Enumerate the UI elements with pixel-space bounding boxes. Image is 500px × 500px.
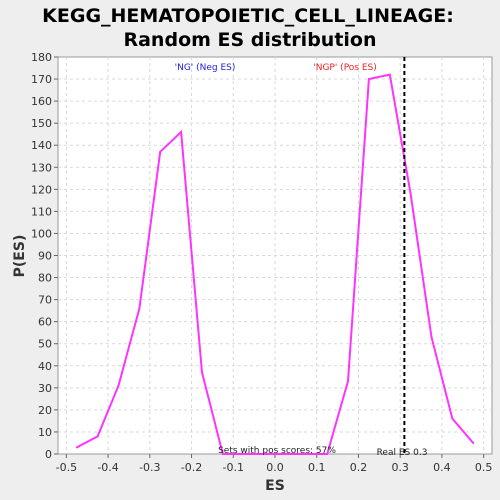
data-points (75, 73, 475, 455)
data-point (472, 441, 475, 444)
y-axis-ticks: 0 10 20 30 40 50 60 70 80 90 100 110 120 130 140 150 160… (31, 51, 58, 461)
x-tick-label: -0.3 (139, 461, 160, 474)
neg-es-label: 'NG' (Neg ES) (175, 63, 236, 73)
data-point (284, 453, 287, 455)
x-tick-label: -0.5 (56, 461, 77, 474)
y-tick-label: 20 (38, 404, 52, 417)
y-tick-label: 150 (31, 117, 52, 130)
real-es-annotation: Real ES 0.3 (377, 448, 428, 458)
chart-title-line-2: Random ES distribution (123, 29, 376, 51)
data-point (305, 453, 308, 455)
y-tick-label: 90 (38, 250, 52, 263)
gridlines (58, 57, 492, 454)
x-tick-label: -0.1 (223, 461, 244, 474)
pos-es-label: 'NGP' (Pos ES) (313, 63, 377, 73)
data-point (263, 453, 266, 455)
data-point (347, 380, 350, 383)
y-tick-label: 110 (31, 205, 52, 218)
x-tick-label: 0.1 (308, 461, 326, 474)
pos-scores-annotation: Sets with pos scores: 57% (218, 446, 336, 456)
y-tick-label: 170 (31, 73, 52, 86)
data-point (242, 453, 245, 455)
data-point (367, 78, 370, 81)
y-tick-label: 120 (31, 183, 52, 196)
x-axis-ticks: -0.5 -0.4 -0.3 -0.2 -0.1 0.0 0.1 0.2 0.3 0.4 0.5 (56, 454, 493, 474)
data-point (180, 130, 183, 133)
x-tick-label: 0.0 (266, 461, 284, 474)
y-tick-label: 130 (31, 161, 52, 174)
data-point (221, 453, 224, 455)
data-point (159, 150, 162, 153)
data-point (117, 384, 120, 387)
x-tick-label: 0.3 (391, 461, 409, 474)
data-point (409, 192, 412, 195)
data-point (430, 336, 433, 339)
data-point (75, 446, 78, 449)
x-tick-label: -0.2 (181, 461, 202, 474)
es-distribution-line (76, 73, 474, 455)
data-point (200, 371, 203, 374)
y-tick-label: 180 (31, 51, 52, 64)
data-point (138, 307, 141, 310)
x-axis-label: ES (265, 478, 285, 494)
x-tick-label: 0.2 (350, 461, 368, 474)
data-point (326, 453, 329, 455)
data-point (388, 73, 391, 76)
chart-title-line-1: KEGG_HEMATOPOIETIC_CELL_LINEAGE: (42, 5, 454, 27)
y-tick-label: 100 (31, 227, 52, 240)
y-axis-label: P(ES) (12, 235, 28, 278)
y-tick-label: 40 (38, 360, 52, 373)
x-tick-label: -0.4 (97, 461, 118, 474)
y-tick-label: 140 (31, 139, 52, 152)
y-tick-label: 160 (31, 95, 52, 108)
y-tick-label: 50 (38, 338, 52, 351)
y-tick-label: 70 (38, 294, 52, 307)
y-tick-label: 30 (38, 382, 52, 395)
y-tick-label: 0 (45, 448, 52, 461)
data-point (451, 417, 454, 420)
x-tick-label: 0.4 (433, 461, 451, 474)
x-tick-label: 0.5 (475, 461, 493, 474)
y-tick-label: 80 (38, 272, 52, 285)
y-tick-label: 10 (38, 426, 52, 439)
data-point (96, 435, 99, 438)
y-tick-label: 60 (38, 316, 52, 329)
